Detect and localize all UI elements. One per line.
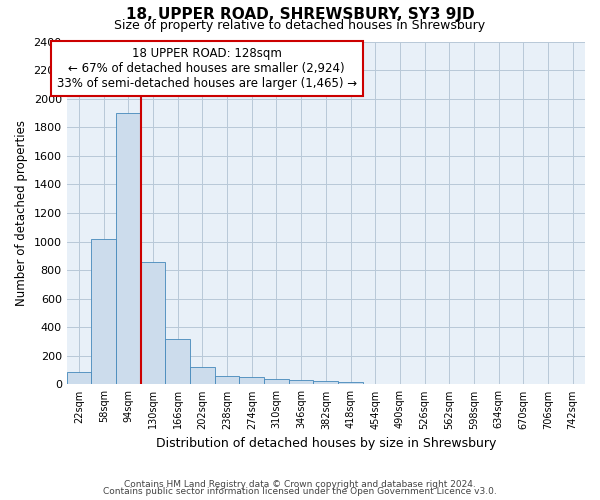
Bar	[91, 238, 116, 384]
Bar	[67, 372, 91, 384]
Bar	[190, 366, 215, 384]
X-axis label: Distribution of detached houses by size in Shrewsbury: Distribution of detached houses by size …	[155, 437, 496, 450]
Text: 18 UPPER ROAD: 128sqm
← 67% of detached houses are smaller (2,924)
33% of semi-d: 18 UPPER ROAD: 128sqm ← 67% of detached …	[56, 46, 356, 90]
Bar	[239, 378, 264, 384]
Bar	[166, 338, 190, 384]
Y-axis label: Number of detached properties: Number of detached properties	[15, 120, 28, 306]
Bar	[116, 113, 141, 384]
Bar	[264, 378, 289, 384]
Bar	[215, 376, 239, 384]
Bar	[141, 262, 166, 384]
Text: Contains HM Land Registry data © Crown copyright and database right 2024.: Contains HM Land Registry data © Crown c…	[124, 480, 476, 489]
Bar	[313, 381, 338, 384]
Text: 18, UPPER ROAD, SHREWSBURY, SY3 9JD: 18, UPPER ROAD, SHREWSBURY, SY3 9JD	[125, 8, 475, 22]
Bar	[338, 382, 363, 384]
Text: Contains public sector information licensed under the Open Government Licence v3: Contains public sector information licen…	[103, 488, 497, 496]
Text: Size of property relative to detached houses in Shrewsbury: Size of property relative to detached ho…	[115, 19, 485, 32]
Bar	[289, 380, 313, 384]
